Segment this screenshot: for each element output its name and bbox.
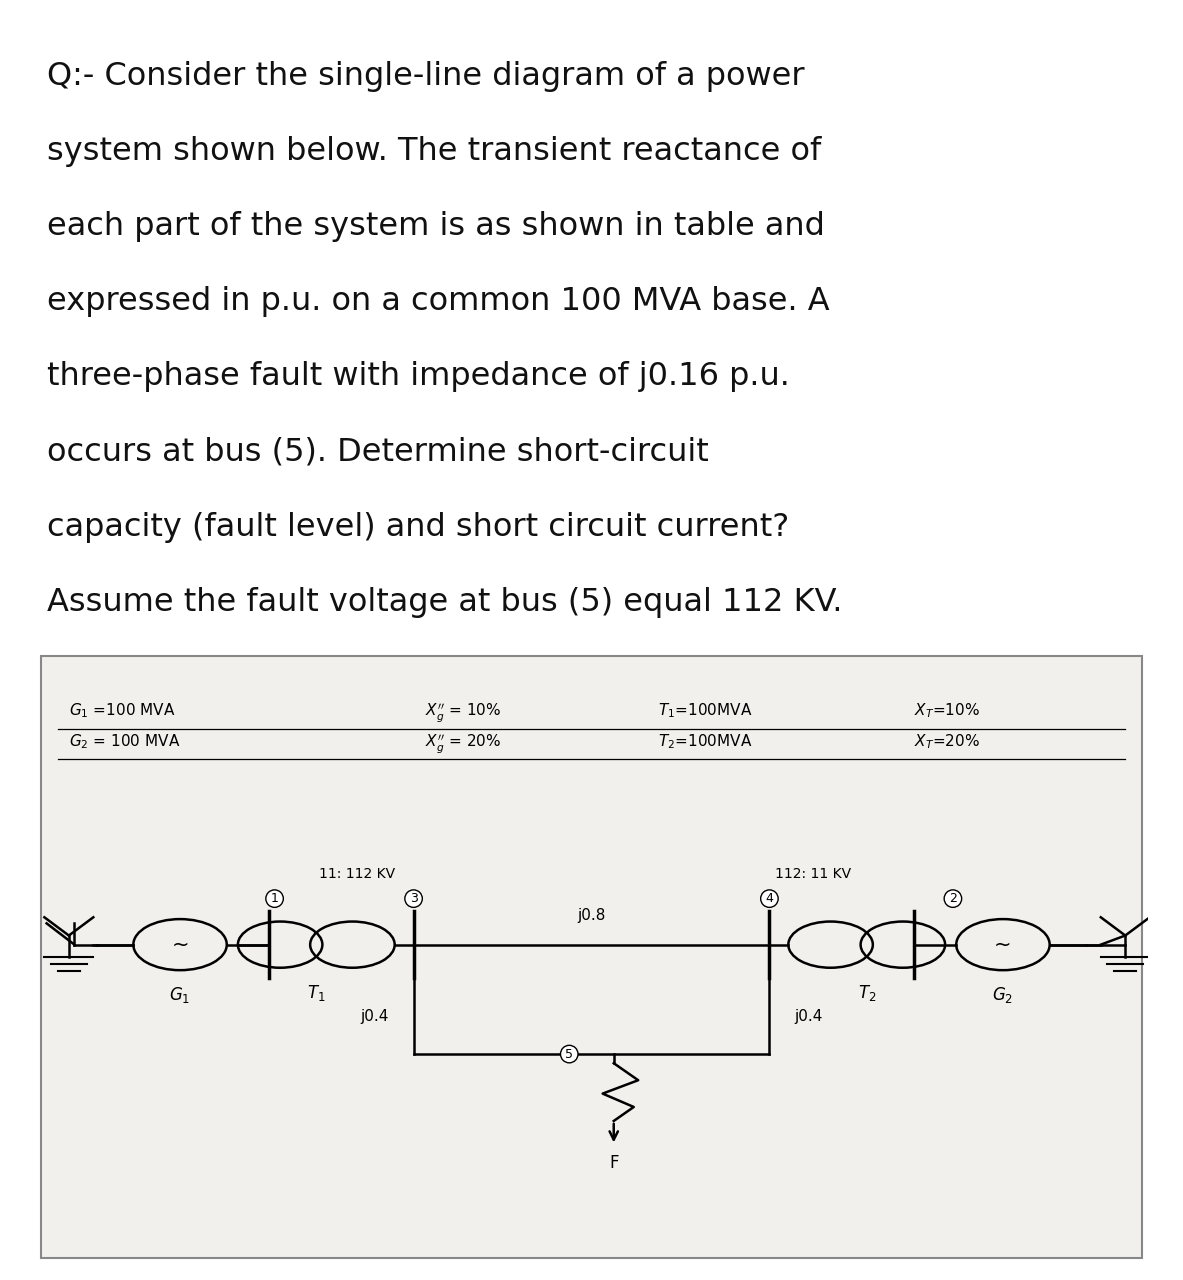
Text: F: F [609,1155,619,1172]
Text: expressed in p.u. on a common 100 MVA base. A: expressed in p.u. on a common 100 MVA ba… [47,287,830,317]
Text: each part of the system is as shown in table and: each part of the system is as shown in t… [47,211,826,242]
Text: Q:- Consider the single-line diagram of a power: Q:- Consider the single-line diagram of … [47,60,804,91]
Text: system shown below. The transient reactance of: system shown below. The transient reacta… [47,136,821,166]
Text: occurs at bus (5). Determine short-circuit: occurs at bus (5). Determine short-circu… [47,436,709,467]
Text: Assume the fault voltage at bus (5) equal 112 KV.: Assume the fault voltage at bus (5) equa… [47,588,842,618]
FancyBboxPatch shape [41,655,1142,1258]
Text: $T_2$=100MVA: $T_2$=100MVA [658,732,752,750]
Text: ~: ~ [172,934,189,955]
Text: $G_2$: $G_2$ [993,986,1014,1005]
Text: j0.4: j0.4 [361,1009,389,1024]
Text: j0.4: j0.4 [794,1009,822,1024]
Text: 11: 112 KV: 11: 112 KV [319,867,395,881]
Text: $X_g''$ = 10%: $X_g''$ = 10% [425,701,500,724]
Text: $T_2$: $T_2$ [858,983,875,1004]
Text: 112: 11 KV: 112: 11 KV [775,867,851,881]
Text: 5: 5 [565,1047,574,1061]
Text: 2: 2 [949,892,957,905]
Text: $G_1$: $G_1$ [169,986,190,1005]
Text: three-phase fault with impedance of j0.16 p.u.: three-phase fault with impedance of j0.1… [47,361,790,392]
Text: 3: 3 [409,892,418,905]
Text: $X_T$=10%: $X_T$=10% [914,701,980,721]
Text: $X_g''$ = 20%: $X_g''$ = 20% [425,732,500,755]
Text: $G_2$ = 100 MVA: $G_2$ = 100 MVA [69,732,180,750]
Text: $G_1$ =100 MVA: $G_1$ =100 MVA [69,701,175,721]
Text: ~: ~ [994,934,1011,955]
Text: $T_1$=100MVA: $T_1$=100MVA [658,701,752,721]
Text: 1: 1 [271,892,278,905]
Text: $X_T$=20%: $X_T$=20% [914,732,980,750]
Text: $T_1$: $T_1$ [308,983,325,1004]
Text: j0.8: j0.8 [577,909,606,923]
Text: capacity (fault level) and short circuit current?: capacity (fault level) and short circuit… [47,512,789,543]
Text: 4: 4 [765,892,774,905]
